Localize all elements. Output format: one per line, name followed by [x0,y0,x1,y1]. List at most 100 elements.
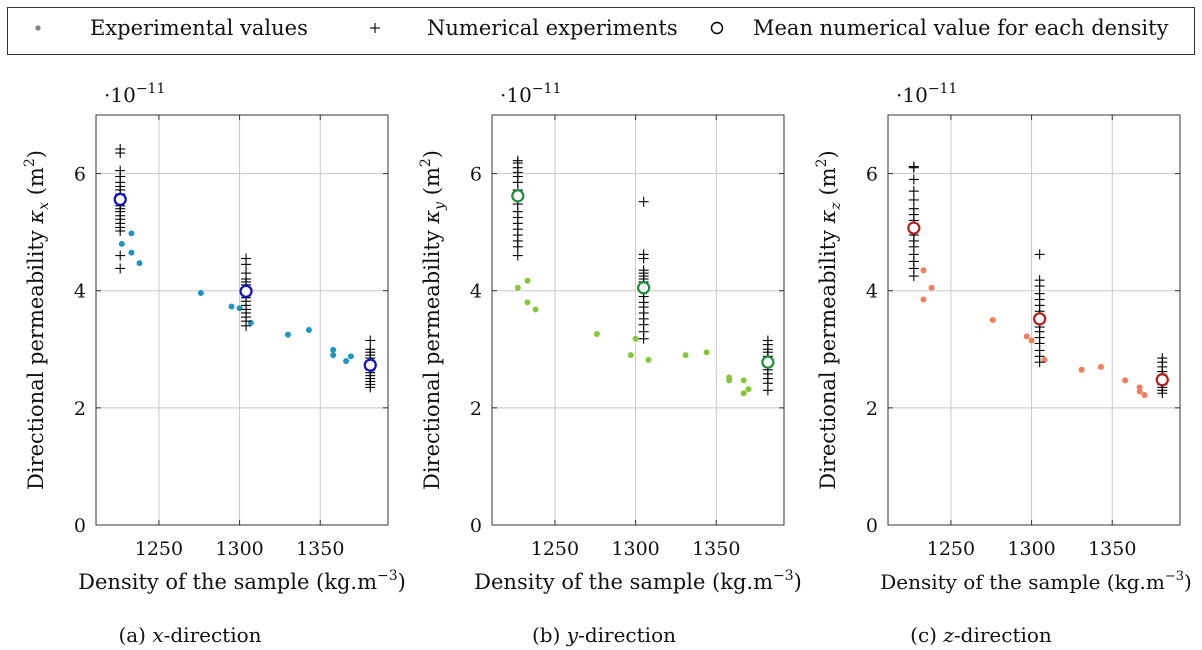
experimental-point [1078,366,1085,373]
experimental-point [228,303,235,310]
y-tick-label: 6 [866,164,878,186]
x-tick-label: 1250 [135,538,183,560]
experimental-point [920,267,927,274]
experimental-point [128,249,135,256]
legend-mean-marker [710,21,724,35]
panel-c-mean-series [907,221,1169,387]
experimental-point [284,331,291,338]
panel-c-experimental-series [910,223,1167,398]
numerical-point [241,259,252,270]
x-tick-label: 1300 [611,538,659,560]
experimental-point [236,305,243,312]
experimental-point [1097,363,1104,370]
panel-c-ticks: 1250 1300 1350 0 2 4 6 [866,115,1180,560]
experimental-point [682,352,689,359]
panel-b-experimental-series [514,277,771,397]
numerical-point [1034,357,1045,368]
mean-point [907,221,921,235]
experimental-point [524,277,531,284]
panel-c-numerical-series [908,161,1168,399]
experimental-point [989,317,996,323]
legend: Experimental values Numerical experiment… [7,7,1195,55]
panel-b-numerical-series [512,155,773,396]
experimental-point [593,331,600,338]
panel-c-caption: (c) z-direction [910,623,1052,647]
panel-b-y-axis-label: Directional permeability κy (m2) [418,150,448,490]
mean-point [511,189,525,203]
experimental-point [330,346,337,353]
x-tick-label: 1250 [531,538,579,560]
panel-c-scale-factor: ·10−11 [896,81,957,107]
legend-mean-label: Mean numerical value for each density [753,16,1169,40]
panel-a-x-axis-label: Density of the sample (kg.m−3) [78,568,406,594]
panel-a-ticks: 1250 1300 1350 0 2 4 6 [74,115,388,560]
experimental-point [197,290,204,297]
y-tick-label: 6 [74,164,86,186]
panel-b-mean-series [511,189,775,369]
numerical-point [365,382,376,393]
legend-box [7,7,1195,55]
experimental-point [928,284,935,291]
panel-b-ticks: 1250 1300 1350 0 2 4 6 [470,115,784,560]
x-tick-label: 1300 [215,538,263,560]
x-tick-label: 1250 [927,538,975,560]
experimental-point [1141,391,1148,398]
numerical-point [908,271,919,282]
panel-a-plot-frame [95,114,389,526]
experimental-point [343,358,350,364]
numerical-point [1157,388,1168,399]
panel-a-mean-series [113,192,377,372]
experimental-point [740,377,747,384]
experimental-point [347,353,354,360]
numerical-point [638,333,649,344]
y-tick-label: 0 [866,515,878,537]
numerical-point [1034,249,1045,260]
panel-c: 1250 1300 1350 0 2 4 6 ·10−11 Directional perm… [814,81,1192,647]
panel-b-scale-factor: ·10−11 [500,81,561,107]
numerical-point [638,253,649,264]
y-tick-label: 2 [866,398,878,420]
y-tick-label: 4 [470,281,482,303]
experimental-point [920,296,927,303]
experimental-point [118,240,125,247]
experimental-point [703,349,710,356]
experimental-point [532,306,539,313]
panel-a-scale-factor: ·10−11 [104,81,165,107]
numerical-point [638,196,649,207]
panel-b-x-axis-label: Density of the sample (kg.m−3) [474,568,802,594]
panel-a: 1250 1300 1350 0 2 4 6 ·10−11 Directional perm… [22,81,406,647]
mean-point [363,358,377,372]
panel-c-plot-frame [887,114,1181,526]
y-tick-label: 6 [470,164,482,186]
experimental-point [1023,333,1030,340]
experimental-point [740,390,747,397]
panel-a-numerical-series [115,143,376,393]
numerical-point [908,174,919,185]
x-tick-label: 1300 [1007,538,1055,560]
experimental-point [645,356,652,363]
panel-a-caption: (a) x-direction [118,623,261,647]
x-tick-label: 1350 [692,538,740,560]
y-tick-label: 4 [74,281,86,303]
y-tick-label: 0 [470,515,482,537]
panel-a-grid [96,115,388,526]
experimental-point [1028,337,1035,344]
numerical-point [908,194,919,205]
y-tick-label: 2 [470,398,482,420]
numerical-point [512,250,523,261]
y-tick-label: 2 [74,398,86,420]
experimental-point [632,335,639,342]
numerical-point [115,250,126,261]
numerical-point [365,335,376,346]
numerical-point [908,162,919,173]
panel-b-plot-frame [491,114,785,526]
experimental-point [305,326,312,333]
y-tick-label: 4 [866,281,878,303]
mean-point [239,284,253,298]
experimental-point [330,352,337,359]
y-tick-label: 0 [74,515,86,537]
experimental-point [514,284,521,291]
mean-point [1033,312,1047,326]
experimental-point [128,230,135,237]
